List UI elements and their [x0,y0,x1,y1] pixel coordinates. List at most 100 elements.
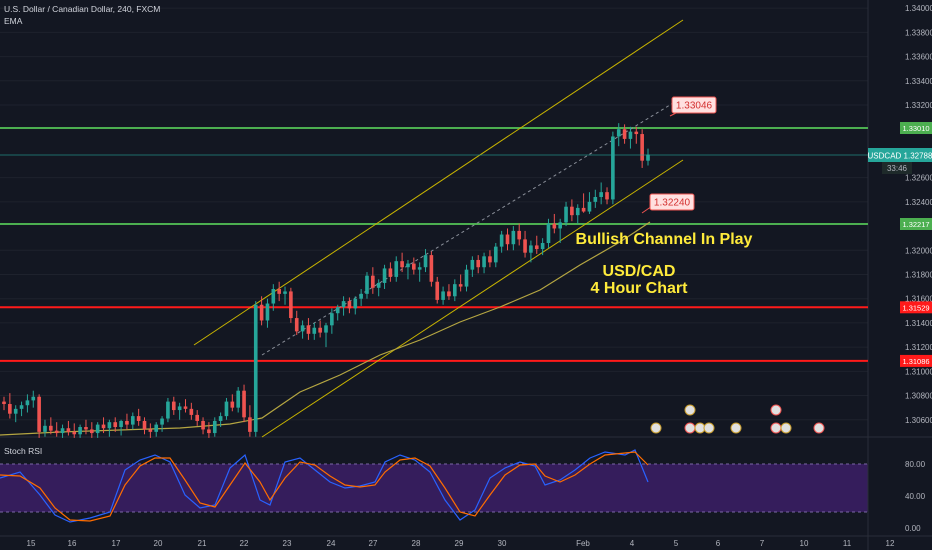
candle [136,408,141,426]
candle [611,131,615,205]
candle [142,417,147,435]
candle-body [388,268,393,277]
indicator-label: EMA [4,16,23,26]
callout-high-box[interactable] [671,96,717,114]
candle [183,399,188,413]
candle [529,240,533,263]
candle-body [646,154,650,161]
candle [230,394,235,412]
candle-body [464,269,469,287]
candle [242,384,246,423]
candle-body [417,267,422,270]
candle-body [312,327,317,334]
price-axis[interactable]: 1.34000 1.33800 1.33600 1.33400 1.33200 1.326… [905,4,932,425]
channel-lower-line[interactable] [261,159,684,438]
time-tick-label: 15 [27,539,36,548]
candle [113,417,118,432]
candle [412,257,416,275]
time-axis[interactable]: 15 16 17 20 21 22 23 24 27 28 29 30 Feb 4 5 6 7 10 11 12 [27,539,895,548]
candle-body [2,401,6,405]
candle [300,320,305,339]
time-tick-label: 20 [154,539,163,548]
candle [60,424,65,438]
time-tick-label: 22 [240,539,249,548]
oscillator-axis: 80.00 40.00 0.00 [905,460,926,533]
event-icon[interactable] [770,422,782,434]
event-icon[interactable] [684,404,696,416]
candle-body [119,420,123,428]
candle [517,223,522,246]
time-tick-label: 6 [716,539,721,548]
candle-body [166,401,170,419]
countdown-text: 33:46 [887,164,908,173]
candle [570,199,574,222]
candle [341,296,346,316]
candle [130,412,135,430]
candle [394,256,399,282]
candle-body [412,263,416,270]
candle [482,252,486,274]
price-tick-label: 1.34000 [905,4,932,13]
channel-upper-line[interactable] [193,19,684,346]
candle [605,187,609,205]
event-icon[interactable] [780,422,792,434]
candle [283,286,287,305]
level-badge [900,301,932,314]
candle [417,262,422,282]
candle-body [517,230,522,240]
candle-body [189,408,194,415]
last-price-badge [868,148,932,162]
stoch-k-line [0,449,649,523]
candle-body [488,256,492,263]
candle [470,256,475,277]
event-icon[interactable] [703,422,715,434]
candle [593,189,598,208]
candle-body [306,325,311,334]
level-label: 1.31086 [902,357,929,366]
candle [335,304,340,321]
event-icon[interactable] [730,422,742,434]
time-tick-label: 29 [455,539,464,548]
candle [499,230,504,253]
level-label: 1.33010 [902,124,929,133]
candle [49,417,53,435]
candle-body [347,301,352,309]
candle-body [160,418,164,425]
candle-body [236,390,240,408]
candle [265,298,270,328]
candle [271,284,276,311]
event-icon[interactable] [650,422,662,434]
candle [31,390,36,408]
candle-body [177,406,182,411]
event-icon[interactable] [770,404,782,416]
oscillator-tick-label: 80.00 [905,460,926,469]
candle-body [49,425,53,431]
candle [294,310,299,336]
candle-body [353,298,358,309]
candle [212,417,217,437]
candle-body [493,246,498,263]
candle [552,213,557,234]
candle-body [318,327,322,333]
callout-low-box[interactable] [649,193,695,211]
candle [224,397,229,420]
candle [154,422,159,437]
chart-title: U.S. Dollar / Canadian Dollar, 240, FXCM [4,4,160,14]
channel-median-line[interactable] [261,96,684,356]
candle [476,255,481,274]
candle-body [19,405,24,409]
candle-body [130,416,135,425]
event-icon[interactable] [684,422,696,434]
oscillator-tick-label: 40.00 [905,492,926,501]
candle-body [142,420,147,430]
candle [248,405,252,437]
stoch-d-line [0,451,649,522]
time-tick-label: 28 [412,539,421,548]
candle-body [248,417,252,432]
event-icon[interactable] [813,422,825,434]
candle [177,402,182,420]
candle-body [95,424,100,434]
candle-body [37,396,41,432]
price-tick-label: 1.33600 [905,53,932,62]
